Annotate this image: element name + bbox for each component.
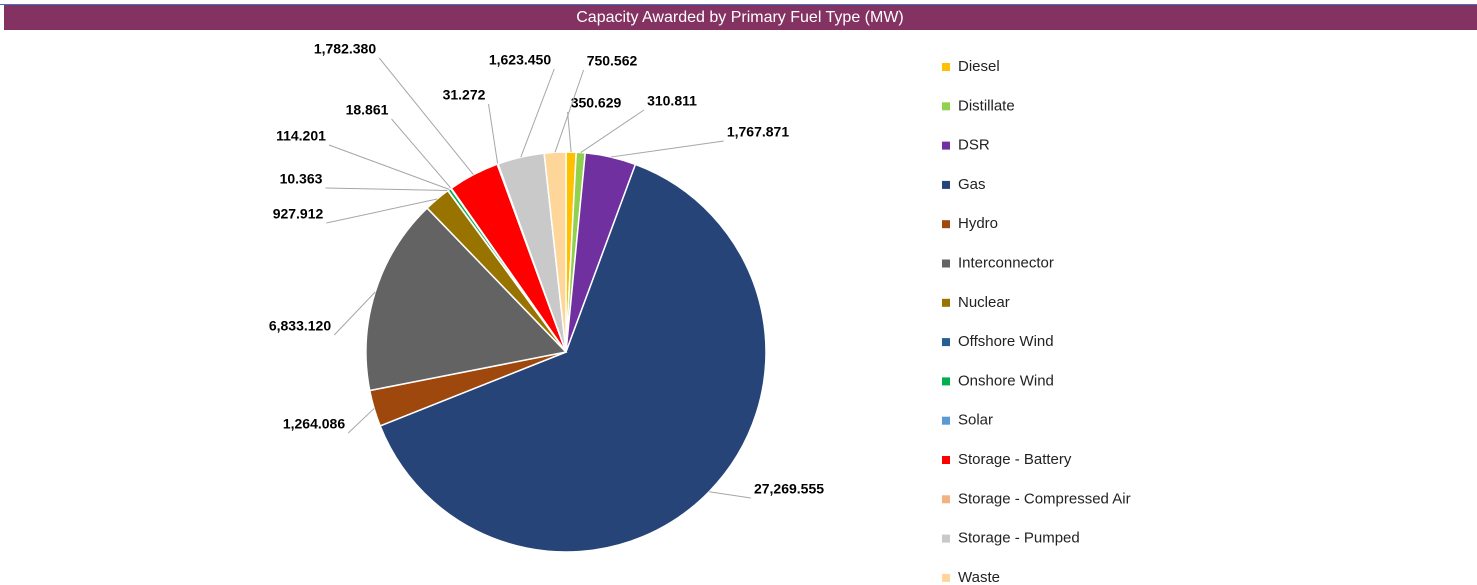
legend-swatch xyxy=(942,102,950,111)
legend-label: Waste xyxy=(958,569,1000,585)
data-label: 1,623.450 xyxy=(489,52,551,68)
chart-title: Capacity Awarded by Primary Fuel Type (M… xyxy=(576,9,904,26)
legend-swatch xyxy=(942,495,950,504)
legend-swatch xyxy=(942,180,950,189)
leader-line xyxy=(378,57,474,176)
legend-label: Nuclear xyxy=(958,294,1010,311)
legend-swatch xyxy=(942,456,950,464)
legend-swatch xyxy=(942,338,950,347)
legend-swatch xyxy=(942,141,950,150)
leader-line xyxy=(580,109,645,153)
data-label: 310.811 xyxy=(647,93,697,109)
legend-label: Interconnector xyxy=(958,254,1054,271)
pie-slice xyxy=(379,163,767,553)
data-label: 114.201 xyxy=(276,128,326,144)
data-label: 750.562 xyxy=(587,53,638,69)
data-label: 1,264.086 xyxy=(283,416,345,432)
data-label: 927.912 xyxy=(273,206,324,222)
legend-swatch xyxy=(942,534,950,543)
legend-swatch xyxy=(942,220,950,229)
legend-label: Diesel xyxy=(958,58,1000,75)
legend-swatch xyxy=(942,63,950,71)
legend-label: DSR xyxy=(958,137,990,154)
legend-label: Solar xyxy=(958,412,993,429)
data-label: 10.363 xyxy=(280,171,323,187)
leader-line xyxy=(488,103,499,165)
leader-line xyxy=(325,187,448,192)
legend-label: Storage - Compressed Air xyxy=(958,490,1131,507)
title-bar xyxy=(4,5,1477,30)
leader-line xyxy=(709,491,751,499)
legend-label: Storage - Pumped xyxy=(958,530,1080,547)
data-label: 1,782.380 xyxy=(314,41,376,57)
legend-label: Storage - Battery xyxy=(958,451,1072,468)
leader-line xyxy=(567,111,572,153)
leader-line xyxy=(610,140,724,158)
legend-label: Onshore Wind xyxy=(958,372,1054,389)
data-label: 1,767.871 xyxy=(727,124,789,140)
data-label: 6,833.120 xyxy=(269,318,331,334)
legend-label: Offshore Wind xyxy=(958,333,1054,350)
leader-line xyxy=(391,118,452,189)
leader-line xyxy=(328,144,450,190)
legend-swatch xyxy=(942,377,950,386)
legend-swatch xyxy=(942,259,950,268)
legend-swatch xyxy=(942,416,950,425)
leader-line xyxy=(333,291,376,336)
leader-line xyxy=(326,198,438,224)
leader-line xyxy=(520,68,555,158)
legend-swatch xyxy=(942,573,950,582)
pie-slice xyxy=(365,207,568,392)
data-label: 31.272 xyxy=(443,87,486,103)
legend-label: Distillate xyxy=(958,97,1015,114)
data-label: 350.629 xyxy=(571,95,622,111)
data-label: 18.861 xyxy=(346,102,389,118)
legend-label: Gas xyxy=(958,176,986,193)
data-label: 27,269.555 xyxy=(754,481,824,497)
legend-label: Hydro xyxy=(958,215,998,232)
leader-line xyxy=(347,408,375,434)
legend-swatch xyxy=(942,298,950,307)
pie-slice xyxy=(543,151,567,353)
leader-line xyxy=(554,69,585,153)
